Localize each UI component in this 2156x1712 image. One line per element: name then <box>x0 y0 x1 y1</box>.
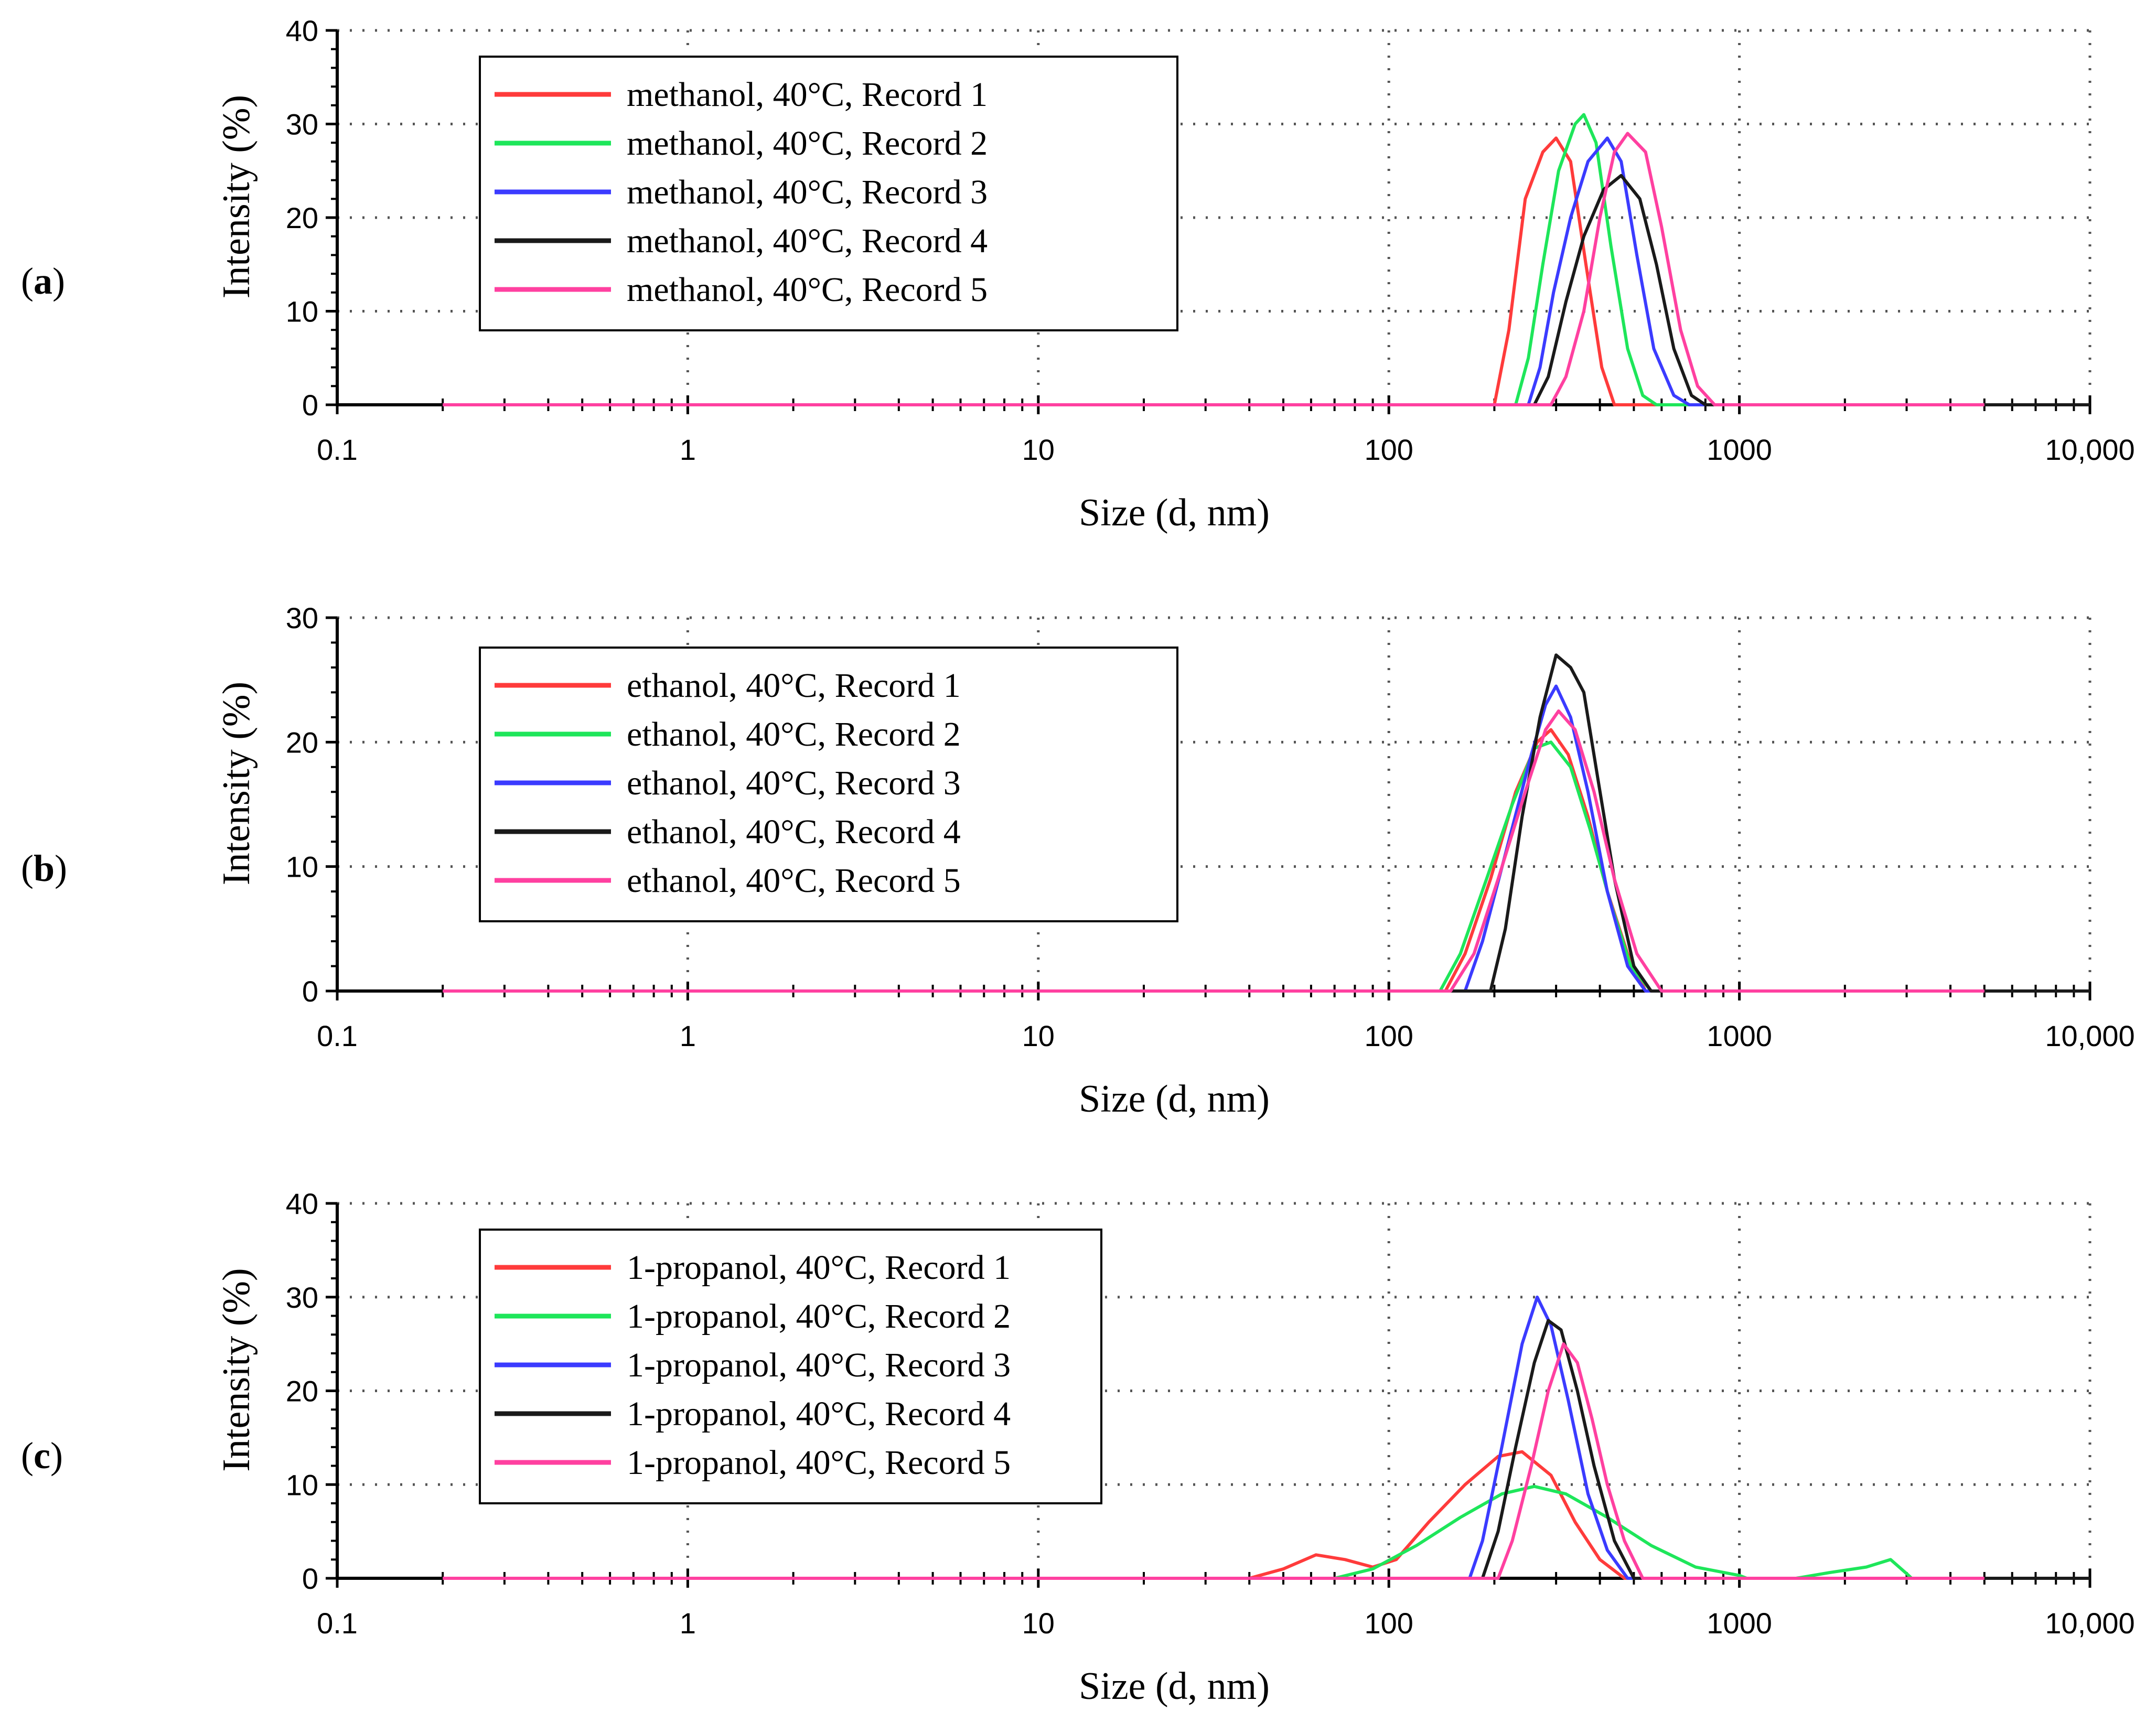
y-tick-label: 10 <box>286 850 318 884</box>
legend-label-record-1: ethanol, 40°C, Record 1 <box>627 666 961 705</box>
legend-label-record-4: 1-propanol, 40°C, Record 4 <box>627 1395 1011 1433</box>
series-line-record-2 <box>443 1484 1985 1580</box>
series-line-record-5 <box>443 132 1985 406</box>
legend-label-record-3: methanol, 40°C, Record 3 <box>627 173 988 211</box>
y-tick-label: 0 <box>302 1562 318 1595</box>
series-line-record-4 <box>443 1319 2090 1580</box>
y-axis-title: Intensity (%) <box>215 95 258 298</box>
series-line-record-1 <box>443 136 1985 406</box>
series-line-record-5 <box>443 709 1985 993</box>
y-tick-label: 20 <box>286 726 318 759</box>
x-tick-label: 1 <box>680 1019 696 1052</box>
legend-label-record-2: ethanol, 40°C, Record 2 <box>627 715 961 753</box>
y-tick-label: 30 <box>286 601 318 634</box>
y-tick-label: 10 <box>286 295 318 328</box>
y-axis-title: Intensity (%) <box>215 1268 258 1471</box>
panel-label: (c) <box>21 1435 63 1477</box>
x-tick-label: 0.1 <box>317 1607 358 1640</box>
x-tick-label: 10 <box>1022 433 1055 466</box>
x-tick-label: 10 <box>1022 1019 1055 1052</box>
x-tick-label: 1000 <box>1707 1607 1772 1640</box>
series-line-record-1 <box>443 1450 1985 1580</box>
panel-letter: c <box>34 1435 50 1477</box>
y-tick-label: 20 <box>286 1375 318 1408</box>
panel-label: (a) <box>21 260 65 302</box>
x-axis-title: Size (d, nm) <box>1079 1665 1270 1708</box>
legend: methanol, 40°C, Record 1 methanol, 40°C, … <box>479 56 1178 331</box>
series-line-record-2 <box>443 113 1985 406</box>
y-tick-label: 40 <box>286 14 318 47</box>
x-tick-label: 100 <box>1364 1019 1413 1052</box>
legend-label-record-1: methanol, 40°C, Record 1 <box>627 76 988 114</box>
legend-label-record-5: ethanol, 40°C, Record 5 <box>627 862 961 900</box>
chart-panel-b: (b) 0 10 20 30 0.1 1 10 100 1000 10,000 Size (d, nm… <box>21 601 2135 1121</box>
panel-label: (b) <box>21 847 67 889</box>
legend-label-record-3: 1-propanol, 40°C, Record 3 <box>627 1346 1011 1384</box>
x-tick-label: 10,000 <box>2045 433 2134 466</box>
series-line-record-5 <box>443 1342 1985 1580</box>
panel-letter: b <box>34 847 55 889</box>
legend-label-record-4: ethanol, 40°C, Record 4 <box>627 813 961 851</box>
legend-label-record-5: methanol, 40°C, Record 5 <box>627 271 988 309</box>
y-tick-label: 10 <box>286 1468 318 1501</box>
legend-label-record-2: methanol, 40°C, Record 2 <box>627 124 988 163</box>
y-tick-label: 30 <box>286 108 318 141</box>
x-tick-label: 1000 <box>1707 433 1772 466</box>
legend: 1-propanol, 40°C, Record 1 1-propanol, 40… <box>479 1229 1102 1504</box>
x-tick-label: 10 <box>1022 1607 1055 1640</box>
y-tick-label: 0 <box>302 389 318 422</box>
y-tick-label: 0 <box>302 975 318 1008</box>
y-axis-title: Intensity (%) <box>215 682 258 885</box>
legend: ethanol, 40°C, Record 1 ethanol, 40°C, Re… <box>479 647 1178 922</box>
legend-label-record-2: 1-propanol, 40°C, Record 2 <box>627 1297 1011 1336</box>
series-line-record-3 <box>443 1295 1985 1580</box>
panel-letter: a <box>34 260 52 302</box>
series-line-record-2 <box>443 740 1985 993</box>
x-axis-title: Size (d, nm) <box>1079 491 1270 534</box>
x-tick-label: 1 <box>680 433 696 466</box>
y-tick-label: 20 <box>286 201 318 234</box>
x-tick-label: 100 <box>1364 1607 1413 1640</box>
legend-label-record-4: methanol, 40°C, Record 4 <box>627 222 988 260</box>
y-tick-label: 40 <box>286 1187 318 1220</box>
x-tick-label: 100 <box>1364 433 1413 466</box>
series-line-record-3 <box>443 684 1985 993</box>
series-line-record-3 <box>443 136 1985 406</box>
y-tick-label: 30 <box>286 1281 318 1314</box>
x-tick-label: 1 <box>680 1607 696 1640</box>
x-tick-label: 1000 <box>1707 1019 1772 1052</box>
x-tick-label: 10,000 <box>2045 1019 2134 1052</box>
x-tick-label: 0.1 <box>317 433 358 466</box>
legend-label-record-5: 1-propanol, 40°C, Record 5 <box>627 1444 1011 1482</box>
x-tick-label: 0.1 <box>317 1019 358 1052</box>
legend-label-record-1: 1-propanol, 40°C, Record 1 <box>627 1248 1011 1287</box>
x-tick-label: 10,000 <box>2045 1607 2134 1640</box>
chart-panel-a: (a) 0 10 20 30 40 0.1 1 10 100 1000 10,000 Size (d, … <box>21 14 2135 534</box>
x-axis-title: Size (d, nm) <box>1079 1078 1270 1121</box>
series-line-record-4 <box>443 174 2090 406</box>
legend-label-record-3: ethanol, 40°C, Record 3 <box>627 764 961 802</box>
chart-panel-c: (c) 0 10 20 30 40 0.1 1 10 100 1000 10,000 Size (d, … <box>21 1187 2135 1708</box>
series-line-record-4 <box>443 653 2090 993</box>
